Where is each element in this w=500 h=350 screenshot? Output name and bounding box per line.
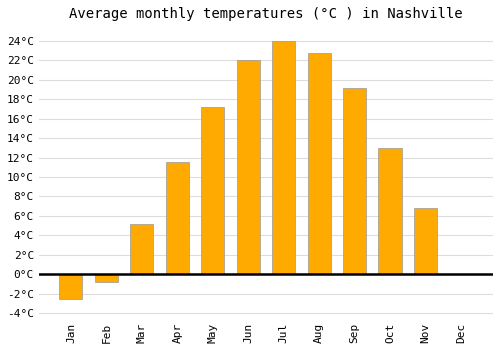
Bar xyxy=(95,274,118,282)
Bar xyxy=(308,52,330,274)
Title: Average monthly temperatures (°C ) in Nashville: Average monthly temperatures (°C ) in Na… xyxy=(69,7,462,21)
Bar xyxy=(414,208,437,274)
Bar xyxy=(130,224,154,274)
Bar xyxy=(236,60,260,274)
Bar xyxy=(378,148,402,274)
Bar xyxy=(343,88,366,274)
Bar xyxy=(166,162,189,274)
Bar xyxy=(272,41,295,274)
Bar xyxy=(60,274,82,299)
Bar xyxy=(201,107,224,274)
